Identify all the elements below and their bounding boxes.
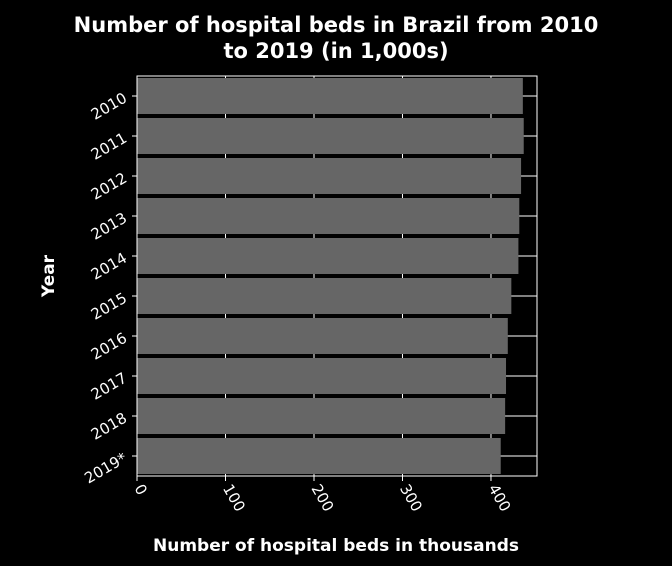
x-tick-label-0: 0 — [131, 481, 151, 498]
bar-2010 — [137, 78, 523, 114]
y-tick-label-1: 2011 — [88, 129, 130, 164]
y-axis-ticks: 2010 2011 2012 2013 2014 2015 2016 2017 2018 2019… — [81, 89, 137, 487]
y-axis-label: Year — [39, 254, 59, 298]
y-tick-label-0: 2010 — [88, 89, 130, 124]
bar-2019* — [137, 438, 501, 474]
bar-2012 — [137, 158, 522, 194]
bar-2016 — [137, 318, 508, 354]
y-tick-label-7: 2017 — [88, 369, 130, 404]
x-tick-label-2: 200 — [308, 481, 338, 515]
bar-2014 — [137, 238, 519, 274]
bars — [137, 78, 524, 474]
y-tick-label-2: 2012 — [88, 169, 130, 204]
bar-2013 — [137, 198, 520, 234]
plot-border — [136, 75, 538, 477]
x-tick-label-4: 400 — [485, 481, 515, 515]
chart-title-line-1: Number of hospital beds in Brazil from 2… — [74, 13, 599, 37]
y-tick-label-4: 2014 — [88, 249, 130, 284]
y-tick-label-3: 2013 — [88, 209, 130, 244]
bar-2015 — [137, 278, 512, 314]
y-tick-label-9: 2019* — [81, 449, 130, 488]
x-tick-label-1: 100 — [219, 481, 249, 515]
chart-title-line-2: to 2019 (in 1,000s) — [223, 39, 448, 63]
x-tick-label-3: 300 — [396, 481, 426, 515]
x-axis-ticks: 0 100 200 300 400 — [131, 476, 515, 515]
y-tick-label-6: 2016 — [88, 329, 130, 364]
x-axis-label: Number of hospital beds in thousands — [153, 536, 519, 556]
y-tick-label-8: 2018 — [88, 409, 130, 444]
y-tick-label-5: 2015 — [88, 289, 130, 324]
bar-2011 — [137, 118, 524, 154]
bar-2017 — [137, 358, 507, 394]
bar-2018 — [137, 398, 506, 434]
